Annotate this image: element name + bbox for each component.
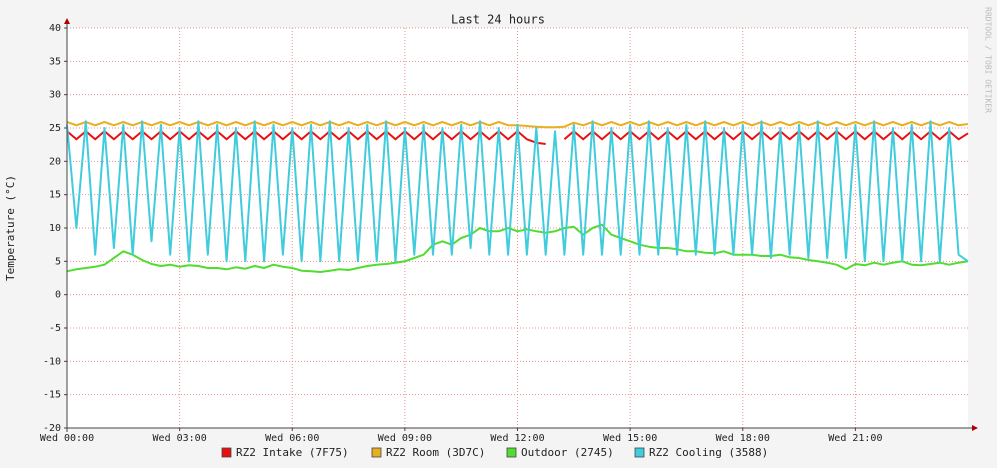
y-tick-label: 20 (49, 156, 61, 167)
y-tick-label: -5 (49, 323, 61, 334)
legend-swatch (506, 447, 517, 458)
x-tick-label: Wed 06:00 (265, 433, 319, 444)
x-tick-label: Wed 03:00 (153, 433, 207, 444)
y-axis-label: Temperature (°C) (4, 175, 17, 281)
chart-title: Last 24 hours (451, 13, 545, 27)
x-tick-label: Wed 12:00 (490, 433, 544, 444)
legend-swatch (371, 447, 382, 458)
lines (66, 120, 969, 273)
legend-label: RZ2 Room (3D7C) (386, 446, 485, 459)
series-line (66, 120, 969, 263)
series-line (66, 223, 969, 273)
y-tick-label: 40 (49, 23, 61, 34)
legend-label: RZ2 Cooling (3588) (649, 446, 768, 459)
x-tick-label: Wed 15:00 (603, 433, 657, 444)
x-tick-label: Wed 18:00 (716, 433, 770, 444)
legend: RZ2 Intake (7F75) RZ2 Room (3D7C) Outdoor … (221, 446, 768, 459)
y-tick-label: -15 (43, 390, 61, 401)
x-tick-label: Wed 09:00 (378, 433, 432, 444)
y-tick-label: 0 (55, 290, 61, 301)
legend-swatch (221, 447, 232, 458)
y-tick-label: 10 (49, 223, 61, 234)
y-axis-arrow (64, 18, 70, 24)
y-tick-label: 35 (49, 56, 61, 67)
y-tick-label: 15 (49, 190, 61, 201)
y-tick-label: 5 (55, 256, 61, 267)
x-axis-arrow (972, 425, 978, 431)
x-tick-label: Wed 21:00 (828, 433, 882, 444)
watermark: RRDTOOL / TOBI OETIKER (984, 7, 993, 113)
legend-swatch (634, 447, 645, 458)
y-tick-label: -10 (43, 356, 61, 367)
grid: -20 -15 -10 -5 0 5 10 15 20 25 30 35 40 Wed 00:00 Wed … (40, 23, 968, 444)
y-tick-label: -20 (43, 423, 61, 434)
y-tick-label: 30 (49, 90, 61, 101)
y-tick-label: 25 (49, 123, 61, 134)
legend-label: RZ2 Intake (7F75) (236, 446, 349, 459)
x-tick-label: Wed 00:00 (40, 433, 94, 444)
legend-label: Outdoor (2745) (521, 446, 614, 459)
